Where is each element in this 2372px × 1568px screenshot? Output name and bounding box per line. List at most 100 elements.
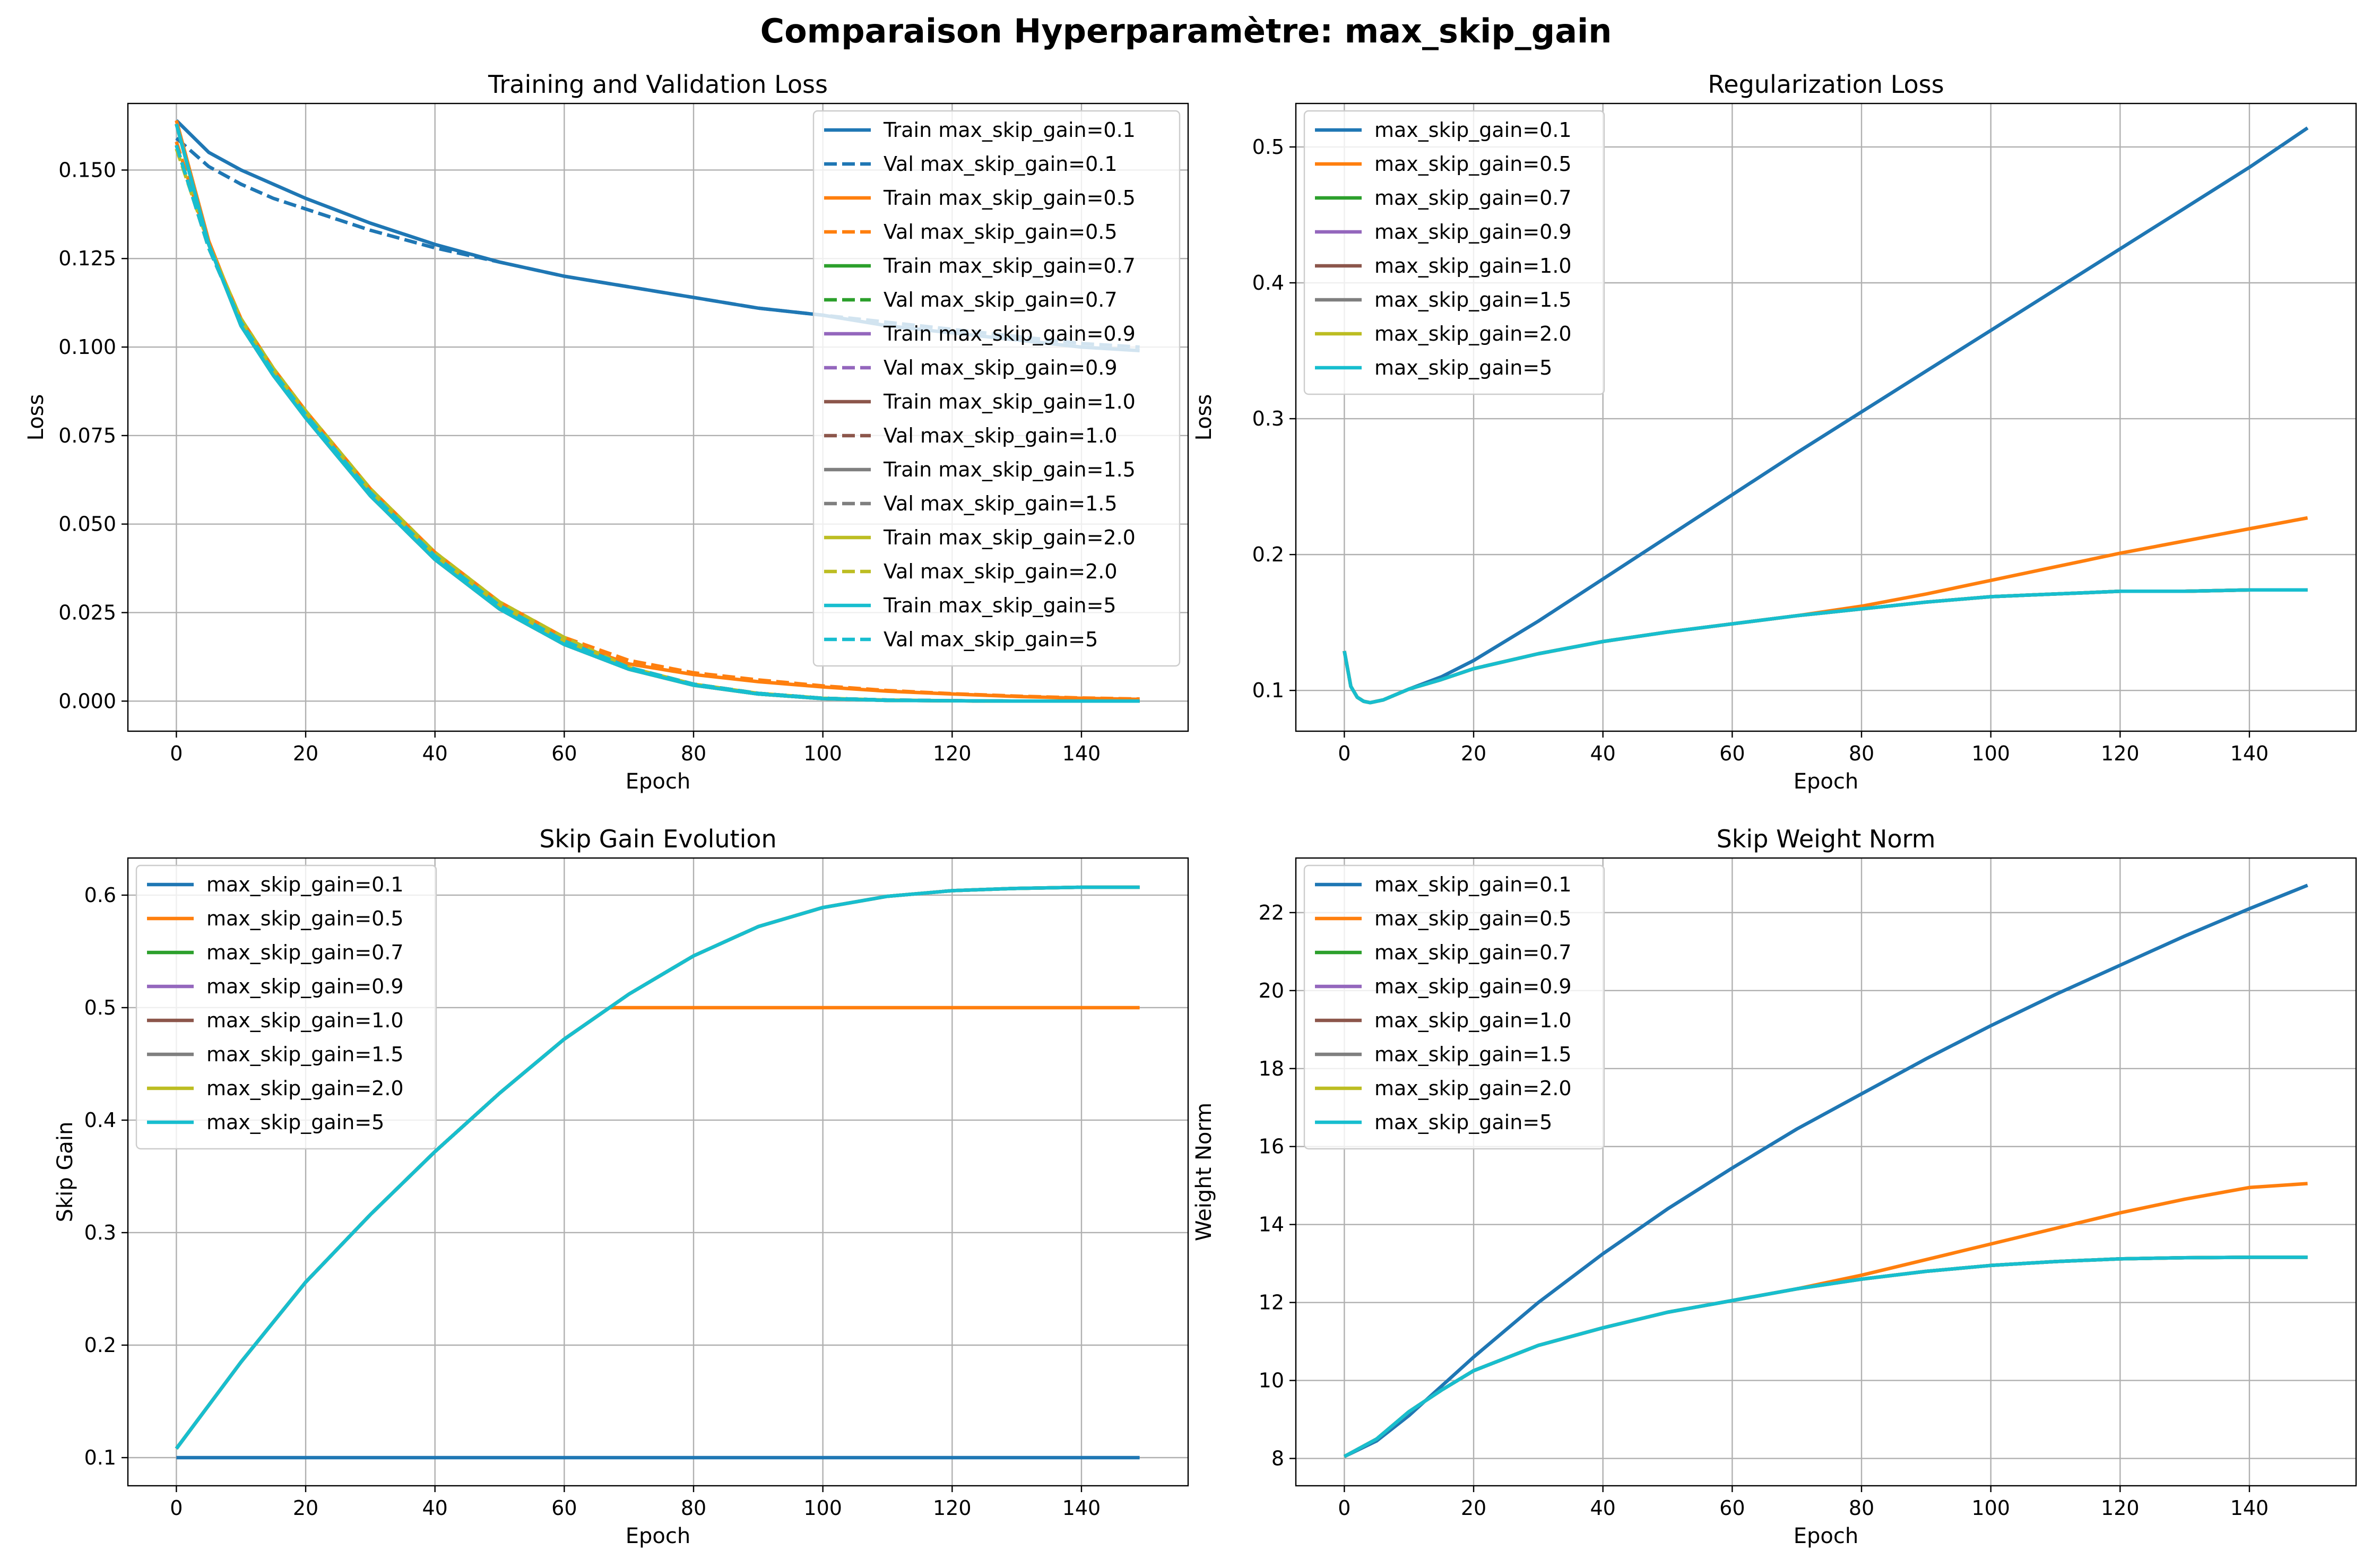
legend-entry-label: max_skip_gain=0.9 bbox=[1374, 220, 1572, 244]
legend-entry-label: max_skip_gain=5 bbox=[206, 1111, 384, 1134]
y-tick-label: 0.5 bbox=[84, 996, 116, 1019]
subplot-regularization-loss: Regularization Loss 0 20 40 60 80 100 120 140 0.1… bbox=[1192, 70, 2357, 794]
series-line-max-skip-gain-5 bbox=[1343, 588, 2308, 705]
legend-entry-label: Train max_skip_gain=0.5 bbox=[883, 186, 1136, 210]
x-axis-label: Epoch bbox=[626, 1524, 690, 1548]
series-line-val-max-skip-gain-0.5 bbox=[175, 141, 1140, 701]
x-tick-label: 40 bbox=[1590, 742, 1616, 765]
x-tick-label: 60 bbox=[551, 742, 577, 765]
legend-entry-label: Train max_skip_gain=0.7 bbox=[883, 254, 1136, 278]
plot-area bbox=[175, 885, 1140, 1460]
x-tick-label: 120 bbox=[933, 1496, 972, 1520]
x-tick-label: 20 bbox=[1461, 742, 1486, 765]
legend-entry-label: Train max_skip_gain=2.0 bbox=[883, 526, 1136, 549]
x-tick-label: 40 bbox=[422, 1496, 448, 1520]
legend-entry-label: Val max_skip_gain=0.1 bbox=[884, 152, 1118, 176]
x-tick-label: 100 bbox=[1971, 742, 2010, 765]
y-tick-label: 18 bbox=[1259, 1057, 1284, 1080]
x-tick-label: 20 bbox=[293, 742, 318, 765]
y-tick-label: 0.3 bbox=[1252, 407, 1284, 430]
x-tick-label: 120 bbox=[933, 742, 972, 765]
legend: max_skip_gain=0.1 max_skip_gain=0.5 max_sk… bbox=[135, 864, 437, 1150]
x-tick-label: 80 bbox=[681, 1496, 706, 1520]
series-line-max-skip-gain-5 bbox=[1343, 1255, 2308, 1458]
legend-entry-label: max_skip_gain=0.9 bbox=[206, 975, 404, 998]
axes-frame bbox=[127, 102, 1189, 732]
legend-box bbox=[1303, 864, 1605, 1150]
legend-entry-label: max_skip_gain=1.5 bbox=[1374, 1043, 1572, 1066]
y-tick-label: 0.1 bbox=[84, 1446, 116, 1469]
x-tick-label: 100 bbox=[1971, 1496, 2010, 1520]
legend-box bbox=[812, 110, 1181, 667]
legend-entry-label: Val max_skip_gain=2.0 bbox=[884, 560, 1118, 583]
legend-entry-label: Train max_skip_gain=1.0 bbox=[883, 390, 1136, 413]
legend-entry-label: max_skip_gain=0.1 bbox=[1374, 873, 1572, 896]
x-tick-label: 140 bbox=[2230, 742, 2269, 765]
y-axis-label: Loss bbox=[1192, 394, 1216, 441]
x-tick-label: 20 bbox=[1461, 1496, 1486, 1520]
x-tick-label: 0 bbox=[170, 742, 183, 765]
legend-entry-label: Train max_skip_gain=0.9 bbox=[883, 322, 1136, 345]
legend: max_skip_gain=0.1 max_skip_gain=0.5 max_sk… bbox=[1303, 110, 1605, 395]
legend-entry-label: Val max_skip_gain=0.5 bbox=[884, 220, 1118, 244]
y-tick-label: 0.2 bbox=[1252, 543, 1284, 566]
legend-entry-label: Train max_skip_gain=0.1 bbox=[883, 118, 1136, 142]
legend-entry-label: Val max_skip_gain=0.7 bbox=[884, 288, 1118, 311]
legend-entry-label: max_skip_gain=0.1 bbox=[206, 873, 404, 896]
legend-entry-label: max_skip_gain=5 bbox=[1374, 356, 1552, 379]
x-tick-label: 120 bbox=[2101, 742, 2140, 765]
x-tick-label: 0 bbox=[1338, 1496, 1351, 1520]
x-tick-label: 140 bbox=[1062, 742, 1101, 765]
legend-box bbox=[135, 864, 437, 1150]
y-tick-label: 0.5 bbox=[1252, 135, 1284, 159]
x-tick-label: 40 bbox=[1590, 1496, 1616, 1520]
y-tick-label: 0.4 bbox=[84, 1108, 116, 1132]
x-tick-label: 80 bbox=[1849, 742, 1874, 765]
subplot-title: Skip Gain Evolution bbox=[539, 825, 776, 853]
legend-entry-label: Val max_skip_gain=5 bbox=[884, 628, 1098, 651]
subplot-skip-gain-evolution: Skip Gain Evolution 0 20 40 60 80 100 120 140 0.1… bbox=[53, 825, 1189, 1548]
y-tick-label: 12 bbox=[1259, 1291, 1284, 1314]
y-tick-label: 0.4 bbox=[1252, 271, 1284, 294]
x-tick-label: 140 bbox=[2230, 1496, 2269, 1520]
y-tick-label: 0.6 bbox=[84, 883, 116, 907]
y-tick-label: 20 bbox=[1259, 979, 1284, 1002]
y-tick-label: 0.100 bbox=[58, 335, 116, 359]
legend: max_skip_gain=0.1 max_skip_gain=0.5 max_sk… bbox=[1303, 864, 1605, 1150]
legend-entry-label: max_skip_gain=0.1 bbox=[1374, 118, 1572, 142]
legend: Train max_skip_gain=0.1 Val max_skip_gain… bbox=[812, 110, 1181, 667]
x-tick-label: 20 bbox=[293, 1496, 318, 1520]
y-tick-label: 0.125 bbox=[58, 247, 116, 270]
series-line-val-max-skip-gain-5 bbox=[175, 144, 1140, 703]
y-tick-label: 0.075 bbox=[58, 424, 116, 447]
legend-entry-label: max_skip_gain=1.0 bbox=[206, 1009, 404, 1032]
legend-entry-label: max_skip_gain=0.5 bbox=[1374, 152, 1572, 176]
legend-entry-label: max_skip_gain=0.7 bbox=[1374, 186, 1572, 210]
axes-frame bbox=[127, 857, 1189, 1487]
y-axis-label: Loss bbox=[24, 394, 48, 441]
plot-area bbox=[1343, 883, 2308, 1458]
y-axis-label: Weight Norm bbox=[1192, 1103, 1216, 1241]
x-axis-label: Epoch bbox=[1794, 1524, 1858, 1548]
y-tick-label: 8 bbox=[1271, 1447, 1284, 1470]
x-tick-label: 40 bbox=[422, 742, 448, 765]
y-axis-label: Skip Gain bbox=[53, 1122, 77, 1223]
y-tick-label: 16 bbox=[1259, 1135, 1284, 1158]
y-tick-label: 22 bbox=[1259, 901, 1284, 924]
series-line-max-skip-gain-5 bbox=[175, 885, 1140, 1450]
axes-frame bbox=[1295, 102, 2357, 732]
legend-entry-label: max_skip_gain=1.0 bbox=[1374, 1009, 1572, 1032]
legend-entry-label: max_skip_gain=2.0 bbox=[206, 1077, 404, 1100]
y-tick-label: 0.1 bbox=[1252, 679, 1284, 702]
x-tick-label: 60 bbox=[1719, 742, 1745, 765]
series-line-max-skip-gain-0.1 bbox=[1343, 883, 2308, 1458]
y-tick-label: 0.150 bbox=[58, 158, 116, 181]
figure-title: Comparaison Hyperparamètre: max_skip_gai… bbox=[760, 12, 1612, 50]
y-tick-label: 10 bbox=[1259, 1369, 1284, 1392]
x-tick-label: 60 bbox=[1719, 1496, 1745, 1520]
subplot-title: Regularization Loss bbox=[1708, 70, 1944, 99]
x-tick-label: 0 bbox=[170, 1496, 183, 1520]
x-tick-label: 80 bbox=[1849, 1496, 1874, 1520]
